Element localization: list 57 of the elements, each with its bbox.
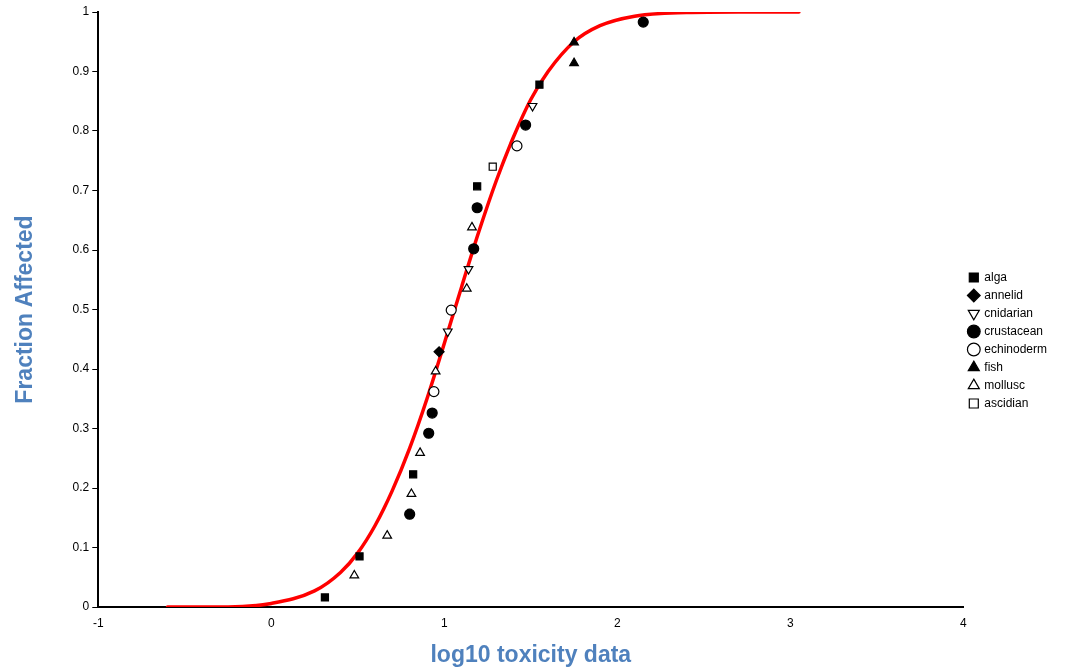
x-axis-title: log10 toxicity data <box>430 640 632 667</box>
point <box>445 304 457 316</box>
point <box>320 593 330 602</box>
y-tick-label: 0 <box>82 599 90 614</box>
line-series <box>165 12 801 607</box>
point <box>527 102 538 112</box>
point <box>426 407 438 419</box>
point <box>467 221 477 231</box>
point <box>442 328 453 338</box>
point <box>433 346 445 358</box>
y-tick-label: 0.2 <box>72 480 90 495</box>
x-tick-label: 1 <box>440 615 448 630</box>
point <box>511 140 523 152</box>
y-tick-label: 0.5 <box>72 301 90 316</box>
y-tick-label: 0.7 <box>72 182 90 197</box>
x-tick-label: 2 <box>613 615 621 630</box>
legend-label: crustacean <box>984 323 1043 338</box>
point <box>461 283 472 292</box>
point <box>473 182 482 191</box>
point <box>463 265 474 275</box>
point <box>430 365 441 375</box>
y-tick-label: 0.9 <box>72 63 90 78</box>
point <box>409 470 418 479</box>
point <box>488 162 497 171</box>
point <box>569 57 579 67</box>
legend-label: ascidian <box>984 395 1029 410</box>
x-tick-label: 3 <box>786 615 794 630</box>
point <box>569 36 579 46</box>
point <box>415 447 425 456</box>
point <box>423 427 435 439</box>
point <box>428 386 440 398</box>
point <box>468 243 480 255</box>
legend-label: cnidarian <box>984 305 1033 320</box>
point <box>637 16 649 28</box>
point <box>349 569 360 579</box>
legend-label: mollusc <box>984 377 1025 392</box>
y-tick-label: 0.1 <box>72 539 90 554</box>
y-tick-label: 0.6 <box>72 242 90 257</box>
legend-label: annelid <box>984 287 1023 302</box>
y-tick-label: 1 <box>82 4 90 19</box>
point <box>355 552 364 561</box>
point <box>535 80 544 89</box>
y-tick-label: 0.8 <box>72 123 90 138</box>
y-tick-label: 0.3 <box>72 420 90 435</box>
legend-label: echinoderm <box>984 341 1047 356</box>
y-tick-label: 0.4 <box>72 361 90 376</box>
point <box>520 119 532 131</box>
point <box>471 202 483 214</box>
legend-label: fish <box>984 359 1003 374</box>
legend-label: alga <box>984 269 1008 284</box>
y-axis-title: Fraction Affected <box>11 215 38 404</box>
x-tick-label: -1 <box>92 615 104 630</box>
x-tick-label: 4 <box>959 615 967 630</box>
point <box>406 488 417 498</box>
x-tick-label: 0 <box>267 615 275 630</box>
point <box>404 508 416 520</box>
point <box>382 530 393 539</box>
